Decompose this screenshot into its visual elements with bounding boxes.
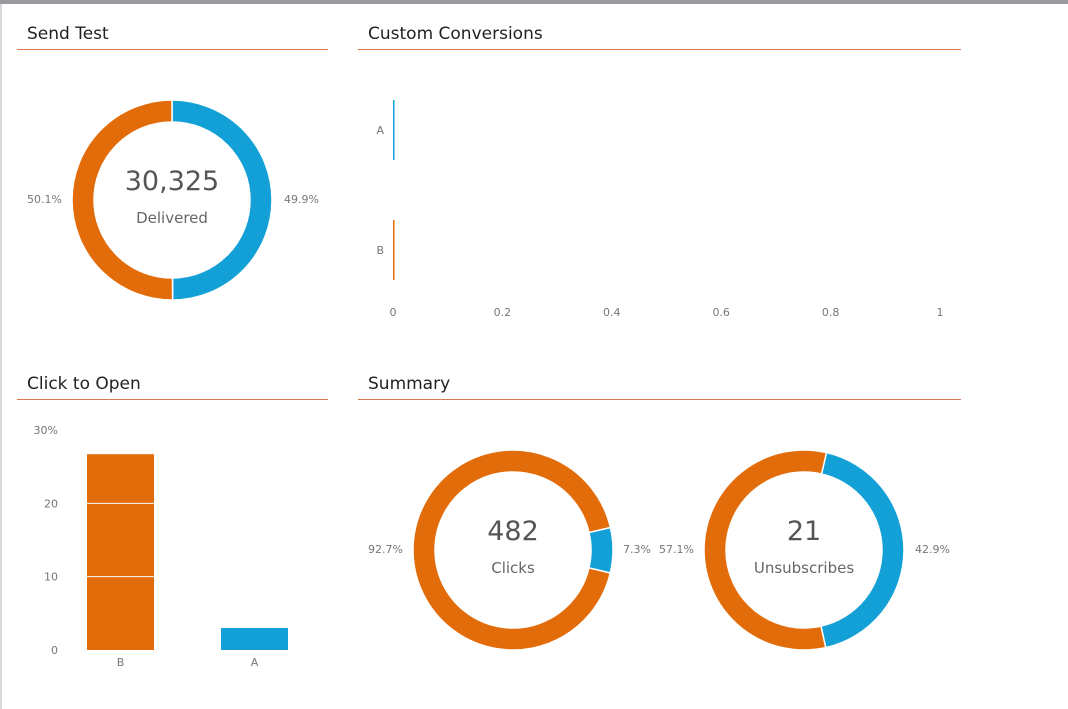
x-tick-label: 0.2: [494, 306, 512, 319]
donut-slice-b: [412, 449, 612, 651]
vbar-b: [87, 454, 154, 650]
donut-slice-b: [71, 99, 174, 301]
donut-center-value: 482: [487, 516, 539, 547]
donut-center-label: Clicks: [491, 559, 535, 577]
donut-slice-a: [588, 526, 614, 574]
donut-center-value: 21: [787, 516, 821, 547]
slice-label-a: 7.3%: [623, 543, 651, 556]
donut-slice-a: [171, 99, 273, 301]
donut-slice-a: [820, 451, 905, 649]
x-tick-label: 0.8: [822, 306, 840, 319]
hbar-a: [393, 100, 395, 160]
y-tick-label: 30%: [34, 424, 58, 437]
y-tick-label: 20: [44, 497, 58, 510]
slice-label-b: 92.7%: [368, 543, 403, 556]
panel-title-summary: Summary: [358, 369, 961, 400]
left-border: [0, 4, 2, 709]
slice-label-b: 50.1%: [27, 193, 62, 206]
x-category-label: B: [117, 656, 125, 669]
panel-title-custom-conversions: Custom Conversions: [358, 19, 961, 50]
x-category-label: A: [251, 656, 259, 669]
y-category-label: A: [376, 124, 384, 137]
panel-title-send-test: Send Test: [17, 19, 328, 50]
slice-label-b: 57.1%: [659, 543, 694, 556]
panel-title-click-to-open: Click to Open: [17, 369, 328, 400]
y-tick-label: 0: [51, 644, 58, 657]
donut-center-label: Unsubscribes: [754, 559, 854, 577]
window-top-bar: [0, 0, 1068, 4]
hbar-b: [393, 220, 395, 280]
donut-center-value: 30,325: [125, 166, 219, 197]
x-tick-label: 0.4: [603, 306, 621, 319]
x-tick-label: 0: [390, 306, 397, 319]
vbar-a: [221, 628, 288, 650]
slice-label-a: 42.9%: [915, 543, 950, 556]
y-tick-label: 10: [44, 571, 58, 584]
donut-center-label: Delivered: [136, 209, 208, 227]
donut-slice-b: [703, 449, 828, 651]
x-tick-label: 1: [937, 306, 944, 319]
slice-label-a: 49.9%: [284, 193, 319, 206]
x-tick-label: 0.6: [712, 306, 730, 319]
y-category-label: B: [376, 244, 384, 257]
